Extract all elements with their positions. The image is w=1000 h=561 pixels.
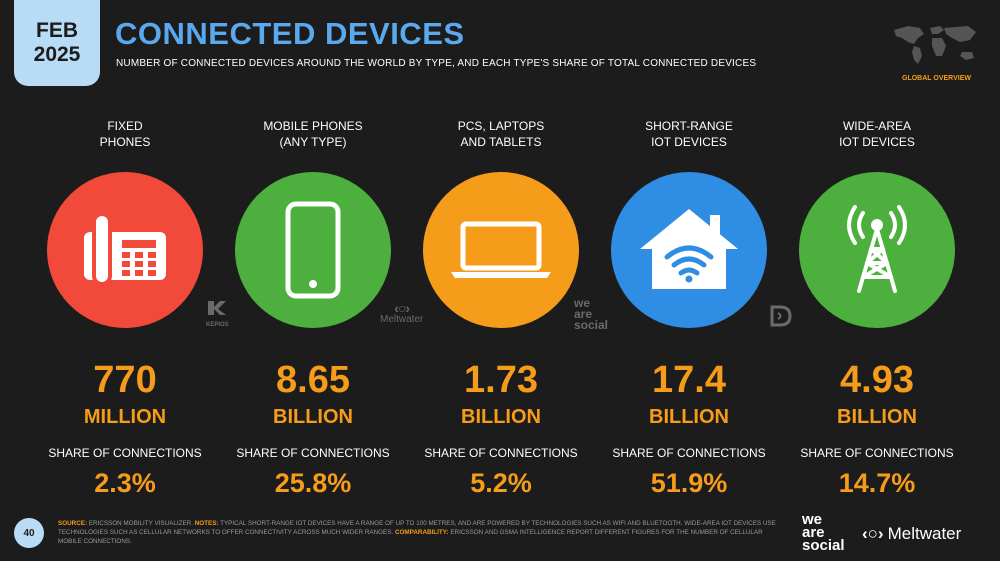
- share-value: 14.7%: [838, 468, 916, 498]
- share-label: SHARE OF CONNECTIONS: [48, 446, 202, 460]
- smartphone-icon: [235, 172, 391, 328]
- device-column-wide-area-iot: WIDE-AREA IOT DEVICES 4.93 BILLION SHARE …: [792, 118, 962, 498]
- datareportal-watermark-icon: [770, 305, 792, 330]
- share-value: 51.9%: [650, 468, 728, 498]
- global-overview-label: GLOBAL OVERVIEW: [902, 75, 971, 82]
- date-month: FEB: [36, 19, 78, 42]
- laptop-icon: [423, 172, 579, 328]
- meltwater-watermark: ‹○› Meltwater: [380, 300, 424, 325]
- world-map-icon: [894, 26, 976, 64]
- device-column-short-range-iot: SHORT-RANGE IOT DEVICES 17.4 BILLION SHAR…: [604, 118, 774, 498]
- device-column-fixed-phones: FIXED PHONES 770 MILLION SHARE OF CONNECT…: [40, 118, 210, 498]
- smart-home-wifi-icon: [611, 172, 767, 328]
- date-badge: FEB 2025: [14, 0, 100, 86]
- device-count-unit: BILLION: [273, 406, 353, 428]
- we-are-social-watermark: we are social: [574, 296, 609, 332]
- device-count-value: 4.93: [840, 359, 914, 401]
- device-count-unit: BILLION: [461, 406, 541, 428]
- category-label: SHORT-RANGE IOT DEVICES: [645, 119, 733, 149]
- share-label: SHARE OF CONNECTIONS: [424, 446, 578, 460]
- category-label: FIXED PHONES: [99, 119, 151, 149]
- device-count-value: 17.4: [652, 359, 726, 401]
- category-label: MOBILE PHONES (ANY TYPE): [263, 119, 363, 149]
- device-column-pcs-laptops: PCS, LAPTOPS AND TABLETS 1.73 BILLION SHA…: [416, 118, 586, 498]
- share-label: SHARE OF CONNECTIONS: [800, 446, 954, 460]
- date-year: 2025: [33, 43, 81, 66]
- device-column-mobile-phones: MOBILE PHONES (ANY TYPE) 8.65 BILLION SHA…: [228, 118, 398, 498]
- share-value: 25.8%: [274, 468, 352, 498]
- footnote: SOURCE: ERICSSON MOBILITY VISUALIZER. NO…: [58, 520, 776, 545]
- radio-tower-icon: [799, 172, 955, 328]
- kepios-logo-icon: [208, 301, 226, 315]
- device-count-value: 770: [93, 359, 157, 401]
- meltwater-logo-icon: ‹○›: [862, 524, 884, 543]
- share-label: SHARE OF CONNECTIONS: [612, 446, 766, 460]
- device-count-unit: MILLION: [83, 406, 167, 428]
- page-title: CONNECTED DEVICES: [115, 16, 465, 51]
- share-value: 2.3%: [94, 468, 156, 498]
- device-count-value: 1.73: [464, 359, 538, 401]
- kepios-watermark: KEPIOS: [206, 299, 232, 331]
- share-value: 5.2%: [470, 468, 532, 498]
- category-label: WIDE-AREA IOT DEVICES: [839, 119, 915, 149]
- meltwater-watermark-icon: ‹○›: [394, 300, 410, 316]
- category-label: PCS, LAPTOPS AND TABLETS: [457, 119, 545, 149]
- telephone-icon: [47, 172, 203, 328]
- device-count-value: 8.65: [276, 359, 350, 401]
- meltwater-logo: ‹○› Meltwater: [862, 524, 962, 543]
- share-label: SHARE OF CONNECTIONS: [236, 446, 390, 460]
- device-count-unit: BILLION: [837, 406, 917, 428]
- we-are-social-logo: we are social: [802, 511, 845, 554]
- device-count-unit: BILLION: [649, 406, 729, 428]
- page-number: 40: [14, 518, 44, 548]
- page-subtitle: NUMBER OF CONNECTED DEVICES AROUND THE W…: [116, 58, 757, 69]
